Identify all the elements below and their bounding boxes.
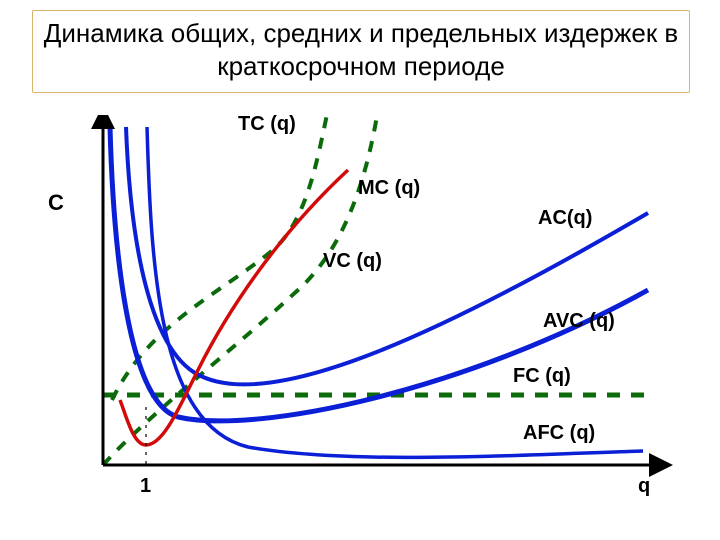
label-x-axis: q (638, 475, 650, 498)
curve-tc (112, 115, 328, 400)
curve-ac (126, 127, 648, 384)
slide: Динамика общих, средних и предельных изд… (0, 0, 720, 540)
label-tc: TC (q) (238, 113, 296, 136)
slide-title-text: Динамика общих, средних и предельных изд… (44, 18, 678, 81)
label-vc: VC (q) (323, 250, 382, 273)
label-fc: FC (q) (513, 365, 571, 388)
label-x-tick-1: 1 (140, 475, 151, 498)
curve-vc (103, 115, 378, 465)
cost-curves-chart: C q 1 TC (q) MC (q) AC(q) VC (q) AVC (q)… (48, 115, 678, 510)
label-mc: MC (q) (358, 177, 420, 200)
label-y-axis: C (48, 190, 64, 216)
label-avc: AVC (q) (543, 310, 615, 333)
slide-title: Динамика общих, средних и предельных изд… (32, 10, 690, 93)
label-afc: AFC (q) (523, 422, 595, 445)
label-ac: AC(q) (538, 207, 592, 230)
